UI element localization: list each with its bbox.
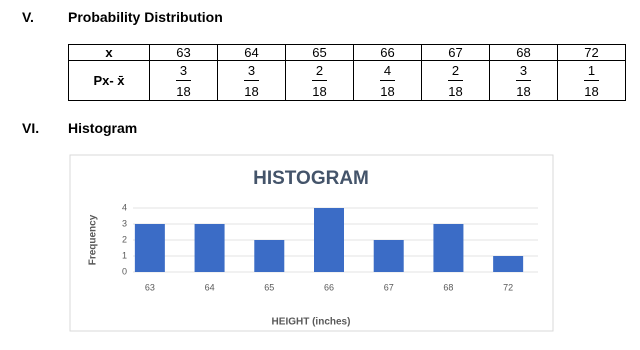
denominator: 18 bbox=[244, 83, 259, 99]
fraction: 3 18 bbox=[243, 63, 260, 99]
fraction: 3 18 bbox=[175, 63, 192, 99]
fraction: 3 18 bbox=[515, 63, 532, 99]
denominator: 18 bbox=[516, 83, 531, 99]
section-number: VI. bbox=[22, 120, 40, 136]
fraction-cell: 3 18 bbox=[149, 60, 218, 101]
x-tick-label: 63 bbox=[145, 282, 155, 292]
x-tick-label: 66 bbox=[324, 282, 334, 292]
section-number: V. bbox=[22, 9, 34, 25]
section-title: Histogram bbox=[68, 120, 138, 136]
chart-title: HISTOGRAM bbox=[253, 168, 369, 189]
x-tick-label: 68 bbox=[443, 282, 453, 292]
numerator: 1 bbox=[583, 63, 600, 81]
bar bbox=[194, 224, 225, 272]
fraction-cell: 2 18 bbox=[285, 60, 354, 101]
fraction: 4 18 bbox=[379, 63, 396, 99]
x-tick-label: 72 bbox=[503, 282, 513, 292]
numerator: 2 bbox=[447, 63, 464, 81]
y-tick-label: 3 bbox=[122, 218, 127, 228]
bar bbox=[433, 224, 464, 272]
y-tick-label: 2 bbox=[122, 234, 127, 244]
y-tick-label: 4 bbox=[122, 202, 127, 212]
numerator: 3 bbox=[243, 63, 260, 81]
y-tick-label: 0 bbox=[122, 266, 127, 276]
fraction-cell: 2 18 bbox=[421, 60, 490, 101]
fraction-cell: 3 18 bbox=[489, 60, 558, 101]
fraction: 2 18 bbox=[311, 63, 328, 99]
x-tick-label: 64 bbox=[205, 282, 215, 292]
denominator: 18 bbox=[312, 83, 327, 99]
denominator: 18 bbox=[176, 83, 191, 99]
y-tick-label: 1 bbox=[122, 250, 127, 260]
fraction: 2 18 bbox=[447, 63, 464, 99]
denominator: 18 bbox=[584, 83, 599, 99]
fraction: 1 18 bbox=[583, 63, 600, 99]
x-tick-label: 65 bbox=[264, 282, 274, 292]
distribution-table: x 63 64 65 66 67 68 72 Px- x̄ 3 18 3 18 2 18 4 18 2 18 3 18… bbox=[68, 44, 626, 101]
header-cell: 72 bbox=[557, 44, 626, 61]
row-label: Px- x̄ bbox=[68, 60, 150, 101]
bar bbox=[373, 240, 404, 272]
header-cell: 64 bbox=[217, 44, 286, 61]
fraction-cell: 4 18 bbox=[353, 60, 422, 101]
numerator: 2 bbox=[311, 63, 328, 81]
numerator: 4 bbox=[379, 63, 396, 81]
numerator: 3 bbox=[175, 63, 192, 81]
denominator: 18 bbox=[448, 83, 463, 99]
y-axis-label: Frequency bbox=[88, 214, 99, 265]
fraction-cell: 3 18 bbox=[217, 60, 286, 101]
x-axis-label: HEIGHT (inches) bbox=[272, 317, 351, 328]
bar bbox=[134, 224, 165, 272]
bar bbox=[254, 240, 285, 272]
denominator: 18 bbox=[380, 83, 395, 99]
fraction-cell: 1 18 bbox=[557, 60, 626, 101]
bar bbox=[314, 208, 344, 272]
section-title: Probability Distribution bbox=[68, 9, 223, 25]
bar bbox=[493, 256, 524, 272]
numerator: 3 bbox=[515, 63, 532, 81]
x-tick-label: 67 bbox=[384, 282, 394, 292]
